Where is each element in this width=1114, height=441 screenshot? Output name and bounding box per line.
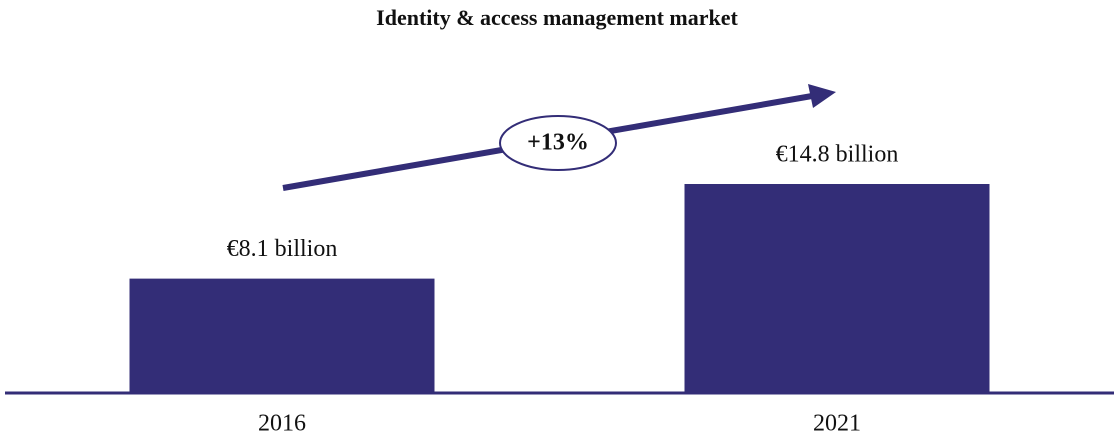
annotation: +13% <box>527 130 589 156</box>
value-label: €8.1 billion <box>227 236 338 262</box>
bar <box>129 278 435 393</box>
x-tick-label: 2021 <box>813 411 861 437</box>
value-label: €14.8 billion <box>776 142 899 168</box>
chart-title: Identity & access management market <box>376 5 738 30</box>
x-tick-label: 2016 <box>258 411 306 437</box>
bar <box>684 184 990 393</box>
annotation-ellipse <box>499 115 617 171</box>
arrow-head <box>808 84 836 108</box>
